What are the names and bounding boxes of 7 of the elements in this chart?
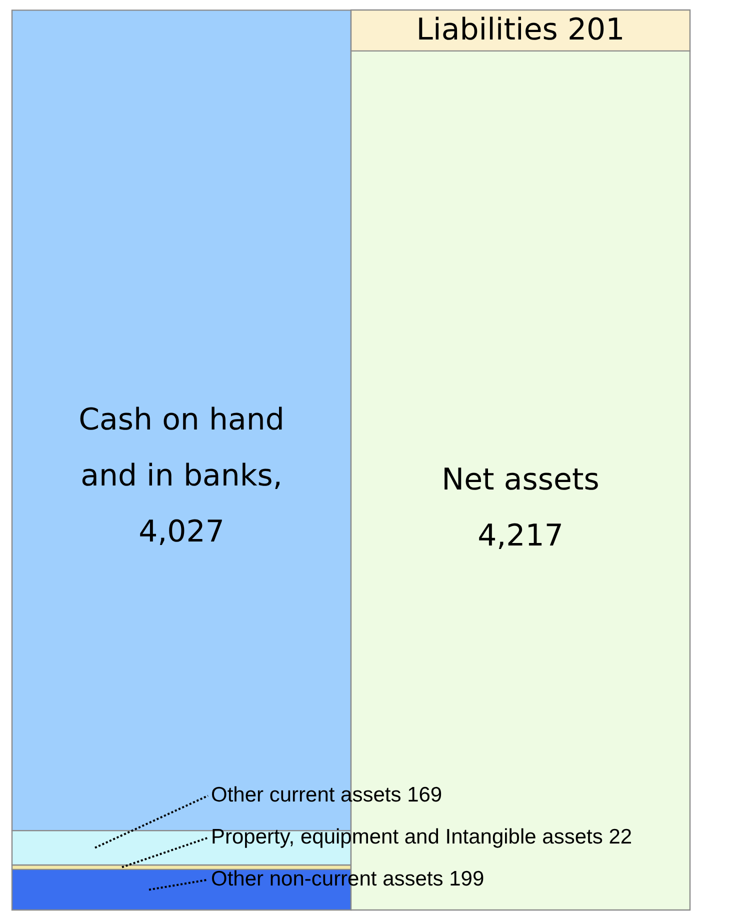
- text: Liabilities 201: [416, 12, 625, 48]
- data-label: 4,217: [478, 518, 564, 554]
- text: Property, equipment and Intangible assets 22: [211, 826, 632, 849]
- text: Other current assets 169: [211, 784, 442, 807]
- series-label: Cash on hand and in banks,: [78, 402, 284, 494]
- data-label: 4,027: [138, 514, 224, 550]
- series-label: Net assets: [442, 462, 600, 498]
